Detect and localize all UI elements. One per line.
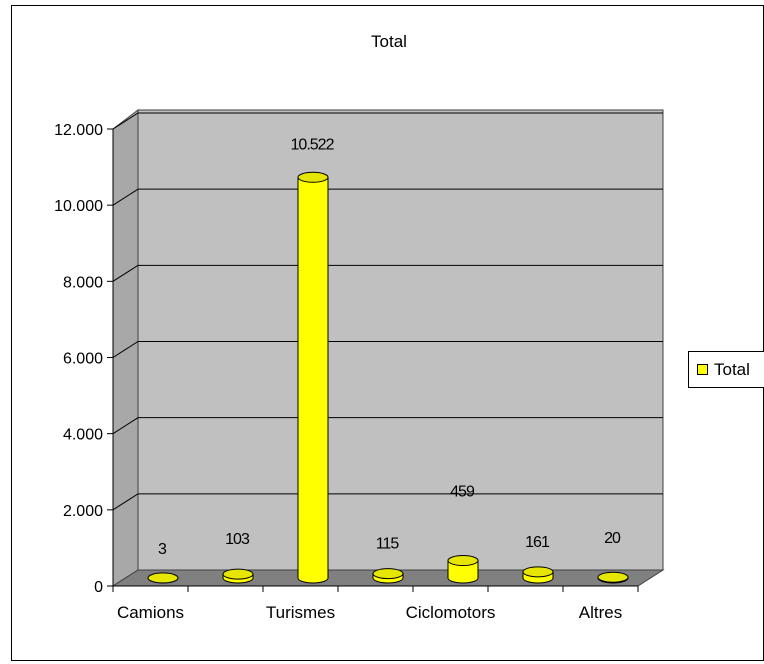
data-label: 459 [450,484,475,501]
side-wall [112,108,139,587]
bar-top [297,171,329,183]
data-label: 20 [604,530,621,547]
data-label: 10.522 [291,136,335,153]
gridline [112,417,663,435]
legend-label: Total [714,360,750,379]
bar [372,568,404,584]
y-tick-label: 12.000 [54,122,103,139]
bar-top [447,555,479,567]
bar-top [372,568,404,580]
chart-title: Total [371,32,407,51]
bar [447,555,479,584]
y-axis: 0 2.000 4.000 6.000 8.000 10.000 12.000 [54,122,114,596]
bar-top [522,566,554,578]
bar [597,571,629,584]
gridline [112,188,663,206]
y-tick-label: 4.000 [63,427,103,444]
bar [147,572,179,584]
bar-top [222,568,254,580]
gridline [112,493,663,511]
y-tick-label: 0 [94,579,103,596]
bars [147,171,629,584]
y-tick-label: 2.000 [63,503,103,520]
bar-body [447,560,479,584]
gridline [112,264,663,282]
gridline [112,112,663,130]
bar-body [297,176,329,584]
data-label: 103 [225,531,250,548]
y-tick-label: 6.000 [63,351,103,368]
x-tick-label: Turismes [266,603,335,622]
bar [522,566,554,584]
data-labels: 3 103 10.522 115 459 161 20 [158,136,622,558]
legend-swatch [697,364,708,375]
y-tick-label: 8.000 [63,274,103,291]
data-label: 161 [525,534,550,551]
x-axis: Camions Turismes Ciclomotors Altres [112,585,639,622]
gridline [112,341,663,358]
gridlines [112,112,663,511]
bar-top [147,572,179,584]
legend: Total [688,351,764,388]
data-label: 115 [376,536,400,553]
data-label: 3 [158,541,167,558]
x-tick-label: Camions [117,603,184,622]
bar [222,568,254,584]
x-tick-label: Altres [579,603,622,622]
bar [297,171,329,584]
x-tick-label: Ciclomotors [406,603,496,622]
bar-top [597,571,629,583]
back-wall [137,109,664,571]
y-tick-label: 10.000 [54,198,103,215]
